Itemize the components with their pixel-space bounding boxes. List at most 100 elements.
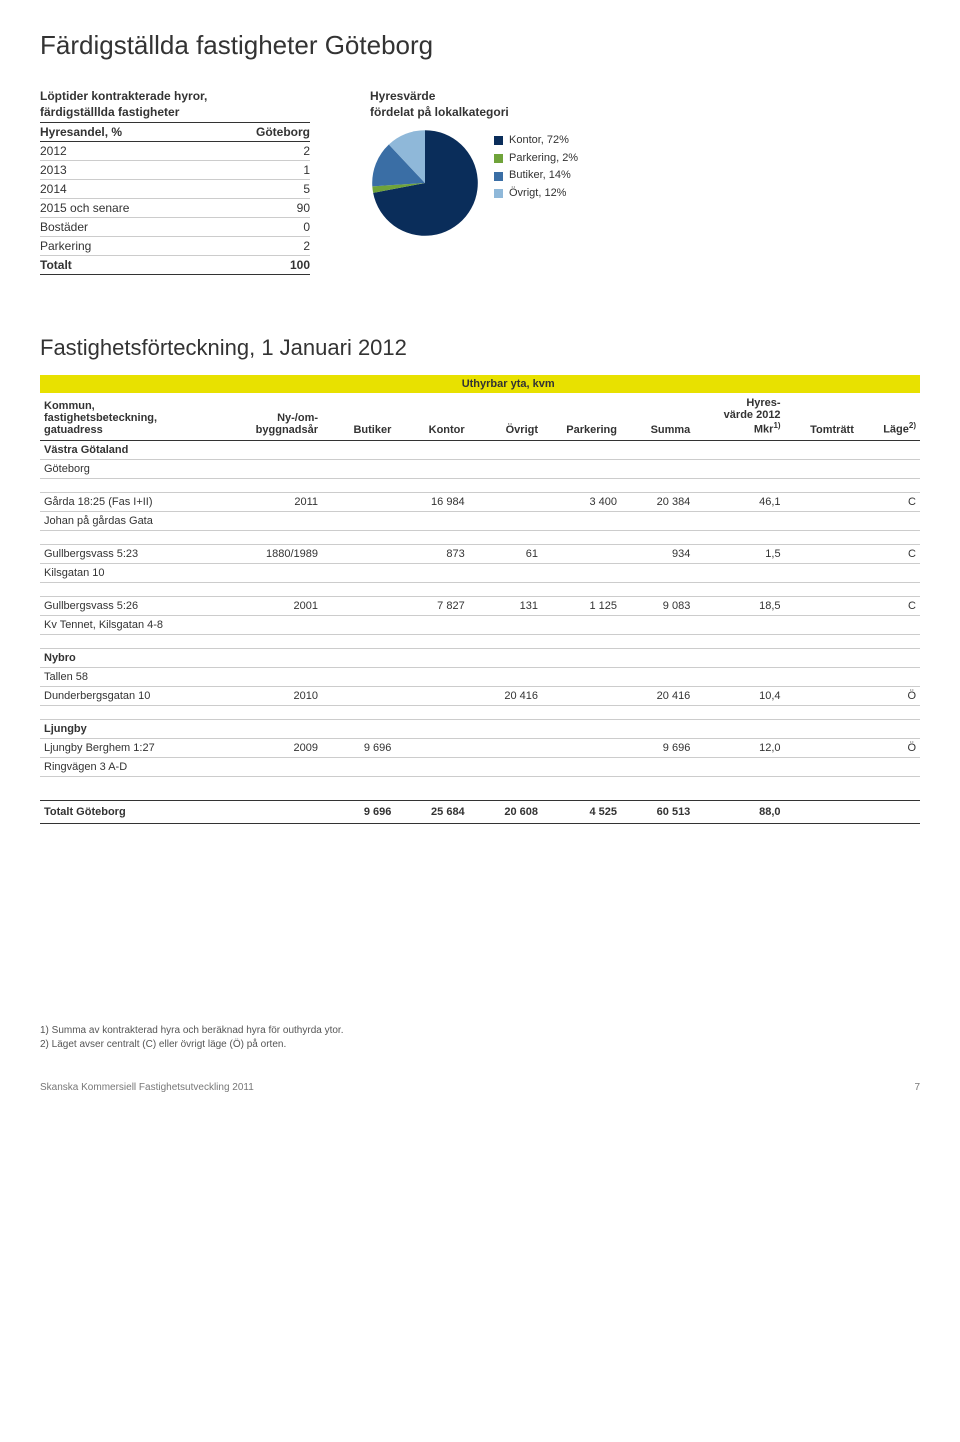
row-label: Gårda 18:25 (Fas I+II) [40, 492, 232, 511]
row-park [542, 686, 621, 705]
lease-row: Parkering 2 [40, 237, 310, 256]
lease-row: 2015 och senare 90 [40, 199, 310, 218]
lease-col-left: Hyresandel, % [40, 125, 122, 139]
lease-total-value: 100 [290, 258, 310, 272]
lease-row-label: Parkering [40, 239, 91, 253]
pie-legend: Kontor, 72%Parkering, 2%Butiker, 14%Övri… [494, 132, 578, 202]
lease-row-value: 90 [297, 201, 310, 215]
legend-swatch [494, 172, 503, 181]
footnote-2: 2) Läget avser centralt (C) eller övrigt… [40, 1038, 920, 1052]
total-row: Totalt Göteborg 9 696 25 684 20 608 4 52… [40, 800, 920, 823]
band-label: Uthyrbar yta, kvm [322, 375, 694, 393]
row-kontor: 7 827 [395, 596, 468, 615]
data-row: Gullbergsvass 5:2620017 8271311 1259 083… [40, 596, 920, 615]
row-summa: 20 384 [621, 492, 694, 511]
footer-left: Skanska Kommersiell Fastighetsutveckling… [40, 1082, 254, 1093]
col-tomratt: Tomträtt [785, 393, 858, 440]
spacer-row [40, 705, 920, 719]
legend-swatch [494, 189, 503, 198]
row-park [542, 544, 621, 563]
lease-table: Löptider kontrakterade hyror, färdigstäl… [40, 89, 310, 275]
row-mkr: 18,5 [694, 596, 784, 615]
row-kontor: 873 [395, 544, 468, 563]
lease-row-value: 0 [303, 220, 310, 234]
listing-title: Fastighetsförteckning, 1 Januari 2012 [40, 335, 920, 361]
data-row: Gullbergsvass 5:231880/1989873619341,5C [40, 544, 920, 563]
row-summa: 9 696 [621, 738, 694, 757]
row-summa: 9 083 [621, 596, 694, 615]
row-year: 2009 [232, 738, 322, 757]
address-row: Johan på gårdas Gata [40, 511, 920, 530]
lease-row: 20122 [40, 142, 310, 161]
col-kommun: Kommun, fastighetsbeteckning, gatuadress [40, 393, 232, 440]
col-summa: Summa [621, 393, 694, 440]
lease-row-label: 2015 och senare [40, 201, 129, 215]
row-lage: C [858, 596, 920, 615]
section-label: Ljungby [40, 719, 232, 738]
lease-col-right: Göteborg [256, 125, 310, 139]
row-label: Dunderbergsgatan 10 [40, 686, 232, 705]
row-lage: Ö [858, 686, 920, 705]
legend-label: Butiker, 14% [509, 167, 571, 185]
top-section: Löptider kontrakterade hyror, färdigstäl… [40, 89, 920, 275]
row-butiker: 9 696 [322, 738, 395, 757]
address-row: Göteborg [40, 459, 920, 478]
row-butiker [322, 544, 395, 563]
legend-swatch [494, 136, 503, 145]
spacer-row [40, 582, 920, 596]
address-label: Tallen 58 [40, 667, 232, 686]
total-kontor: 25 684 [395, 800, 468, 823]
total-mkr: 88,0 [694, 800, 784, 823]
total-summa: 60 513 [621, 800, 694, 823]
page-footer: Skanska Kommersiell Fastighetsutveckling… [40, 1082, 920, 1093]
address-label: Kv Tennet, Kilsgatan 4-8 [40, 615, 232, 634]
footnote-1: 1) Summa av kontrakterad hyra och beräkn… [40, 1024, 920, 1038]
row-kontor [395, 686, 468, 705]
address-row: Kv Tennet, Kilsgatan 4-8 [40, 615, 920, 634]
section-label: Västra Götaland [40, 440, 232, 459]
row-tom [785, 686, 858, 705]
pie-chart [370, 128, 480, 238]
legend-label: Övrigt, 12% [509, 185, 566, 203]
row-year: 2011 [232, 492, 322, 511]
row-ovrigt: 61 [469, 544, 542, 563]
footer-right: 7 [914, 1082, 920, 1093]
row-mkr: 1,5 [694, 544, 784, 563]
row-ovrigt [469, 492, 542, 511]
row-lage: C [858, 492, 920, 511]
lease-row-label: 2013 [40, 163, 67, 177]
row-summa: 20 416 [621, 686, 694, 705]
row-tom [785, 738, 858, 757]
section-row: Nybro [40, 648, 920, 667]
row-butiker [322, 596, 395, 615]
address-row: Kilsgatan 10 [40, 563, 920, 582]
lease-row-label: Bostäder [40, 220, 88, 234]
row-lage: Ö [858, 738, 920, 757]
legend-label: Kontor, 72% [509, 132, 569, 150]
page-title: Färdigställda fastigheter Göteborg [40, 30, 920, 61]
row-ovrigt: 20 416 [469, 686, 542, 705]
row-kontor: 16 984 [395, 492, 468, 511]
lease-row-value: 2 [303, 239, 310, 253]
address-label: Göteborg [40, 459, 232, 478]
lease-row-label: 2014 [40, 182, 67, 196]
row-mkr: 12,0 [694, 738, 784, 757]
row-kontor [395, 738, 468, 757]
row-tom [785, 492, 858, 511]
spacer-row [40, 634, 920, 648]
row-summa: 934 [621, 544, 694, 563]
pie-block: Hyresvärde fördelat på lokalkategori Kon… [370, 89, 610, 275]
data-row: Ljungby Berghem 1:2720099 6969 69612,0Ö [40, 738, 920, 757]
row-year: 2001 [232, 596, 322, 615]
address-row: Tallen 58 [40, 667, 920, 686]
row-year: 1880/1989 [232, 544, 322, 563]
col-butiker: Butiker [322, 393, 395, 440]
row-label: Ljungby Berghem 1:27 [40, 738, 232, 757]
address-label: Kilsgatan 10 [40, 563, 232, 582]
legend-item: Butiker, 14% [494, 167, 578, 185]
lease-row: 20145 [40, 180, 310, 199]
legend-label: Parkering, 2% [509, 150, 578, 168]
lease-row-value: 1 [303, 163, 310, 177]
legend-item: Övrigt, 12% [494, 185, 578, 203]
row-year: 2010 [232, 686, 322, 705]
